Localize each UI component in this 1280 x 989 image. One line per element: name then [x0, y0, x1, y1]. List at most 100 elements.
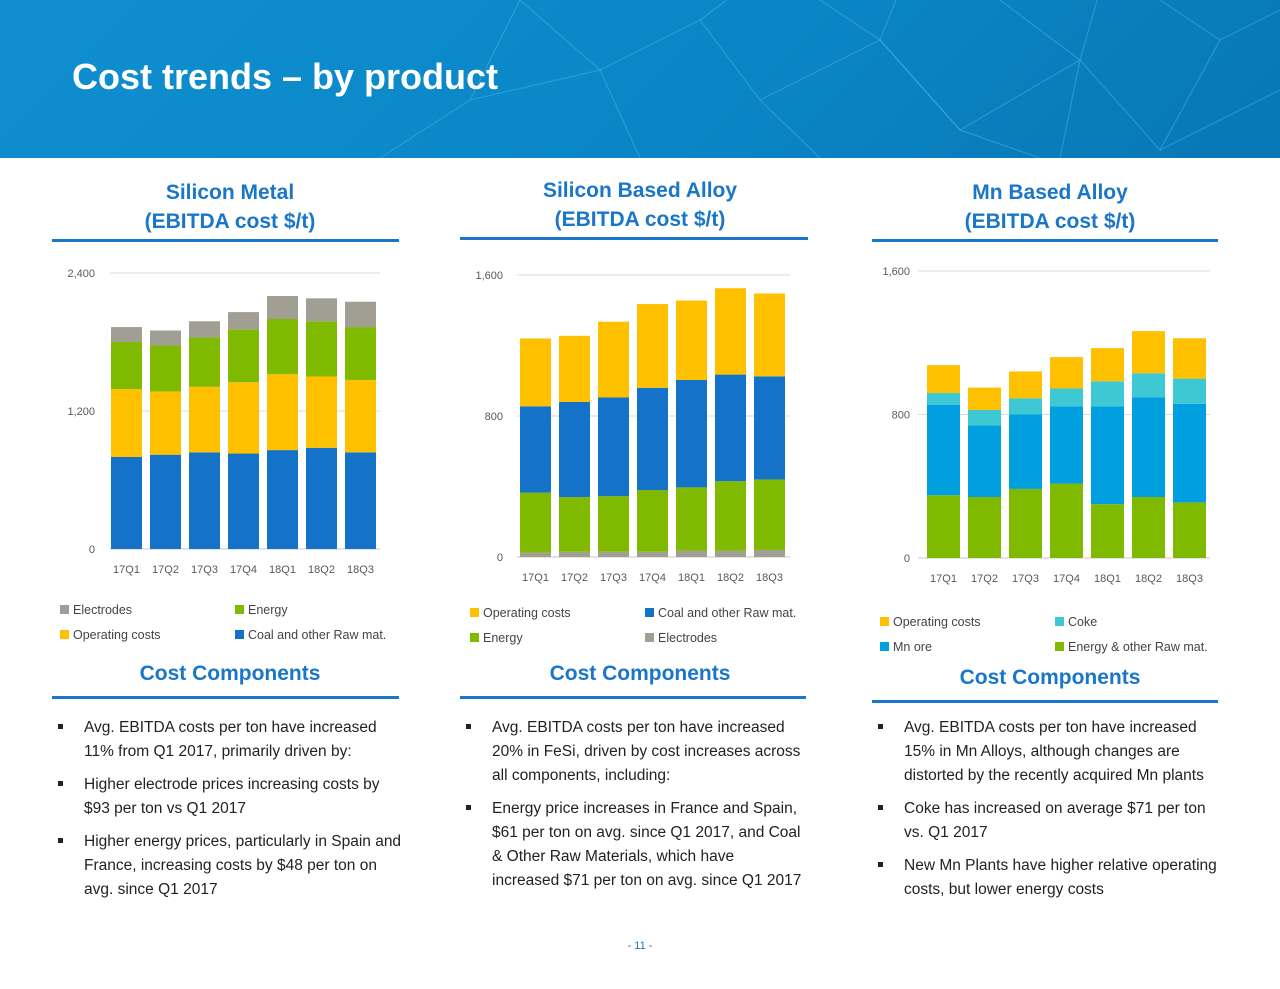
- legend-swatch: [235, 605, 244, 614]
- legend-label: Mn ore: [893, 640, 932, 654]
- bar-segment-energy: [715, 481, 746, 551]
- bar-segment-operating-costs: [968, 387, 1001, 411]
- legend-label: Coke: [1068, 615, 1098, 629]
- silicon-metal-bullets: Avg. EBITDA costs per ton have increased…: [52, 716, 402, 911]
- legend-item: Operating costs: [470, 606, 571, 620]
- legend-label: Coal and other Raw mat.: [658, 606, 797, 620]
- legend-label: Electrodes: [73, 603, 133, 617]
- bullet-text: Higher energy prices, particularly in Sp…: [84, 833, 402, 898]
- bar-segment-coal-and-other-raw-mat: [189, 452, 220, 549]
- y-tick-label: 0: [497, 552, 503, 564]
- bar-segment-energy: [520, 492, 551, 553]
- y-tick-label: 800: [892, 410, 910, 422]
- bullet-text: Coke has increased on average $71 per to…: [904, 800, 1206, 841]
- page-title: Cost trends – by product: [72, 56, 499, 97]
- bar-segment-mn-ore: [1050, 406, 1083, 484]
- legend-item: Electrodes: [645, 631, 717, 645]
- chart-title-line1: Mn Based Alloy: [972, 181, 1128, 204]
- bar-segment-coal-and-other-raw-mat: [306, 447, 337, 549]
- x-tick-label: 18Q1: [678, 572, 705, 584]
- bullet-text: New Mn Plants have higher relative opera…: [904, 857, 1217, 898]
- bullet-item: New Mn Plants have higher relative opera…: [872, 854, 1224, 902]
- silicon-metal-title: Silicon Metal (EBITDA cost $/t): [60, 178, 400, 236]
- bar-segment-operating-costs: [150, 391, 181, 455]
- bar-segment-energy-other-raw-mat: [1173, 502, 1206, 558]
- mn-alloy-title: Mn Based Alloy (EBITDA cost $/t): [880, 178, 1220, 236]
- bar-segment-electrodes: [715, 550, 746, 557]
- bar-segment-operating-costs: [520, 338, 551, 407]
- bar-segment-energy: [598, 496, 629, 552]
- cost-components-title: Cost Components: [959, 666, 1141, 689]
- legend-label: Energy: [483, 631, 523, 645]
- legend-swatch: [645, 633, 654, 642]
- x-tick-label: 18Q3: [756, 572, 783, 584]
- legend-swatch: [60, 605, 69, 614]
- bar-segment-energy-other-raw-mat: [968, 497, 1001, 558]
- y-tick-label: 2,400: [67, 268, 95, 280]
- legend-swatch: [1055, 642, 1064, 651]
- components-divider: [872, 700, 1218, 703]
- bar-segment-operating-costs: [1009, 371, 1042, 399]
- bar-segment-operating-costs: [306, 376, 337, 448]
- bar-segment-electrodes: [189, 321, 220, 338]
- chart-title-line2: (EBITDA cost $/t): [144, 210, 316, 233]
- bullet-marker-icon: [466, 805, 471, 810]
- silicon-alloy-bullets: Avg. EBITDA costs per ton have increased…: [460, 716, 805, 902]
- mn-alloy-bullets: Avg. EBITDA costs per ton have increased…: [872, 716, 1224, 911]
- legend-label: Energy: [248, 603, 288, 617]
- bullet-item: Higher electrode prices increasing costs…: [52, 773, 402, 821]
- bar-segment-electrodes: [150, 330, 181, 346]
- page-number: - 11 -: [627, 940, 653, 952]
- bar-segment-energy-other-raw-mat: [927, 495, 960, 558]
- mn-alloy-chart: 0 800 1,600 17Q1 17Q2 17Q3 17Q4 18Q1 18Q2 18Q3: [882, 266, 1210, 585]
- bar-segment-coke: [927, 392, 960, 405]
- decorative-network-pattern: [379, 0, 1280, 158]
- bar-segment-coke: [1050, 388, 1083, 407]
- x-tick-label: 18Q1: [269, 564, 296, 576]
- bar-segment-mn-ore: [968, 425, 1001, 498]
- bar-segment-electrodes: [228, 312, 259, 330]
- x-tick-label: 17Q1: [113, 564, 140, 576]
- legend-item: Energy & other Raw mat.: [1055, 640, 1208, 654]
- bar-segment-operating-costs: [267, 374, 298, 451]
- legend-label: Energy & other Raw mat.: [1068, 640, 1208, 654]
- bullet-marker-icon: [878, 805, 883, 810]
- bar-segment-operating-costs: [754, 293, 785, 377]
- bullet-marker-icon: [58, 781, 63, 786]
- bullet-item: Avg. EBITDA costs per ton have increased…: [872, 716, 1224, 788]
- bar-segment-operating-costs: [598, 321, 629, 398]
- x-tick-label: 17Q2: [971, 573, 998, 585]
- legend-swatch: [470, 633, 479, 642]
- bar-segment-coke: [968, 410, 1001, 426]
- chart-title-line2: (EBITDA cost $/t): [554, 208, 726, 231]
- cost-components-title: Cost Components: [549, 662, 731, 685]
- bar-segment-coke: [1173, 378, 1206, 404]
- bullet-item: Avg. EBITDA costs per ton have increased…: [52, 716, 402, 764]
- bullet-text: Avg. EBITDA costs per ton have increased…: [492, 719, 801, 784]
- bar-segment-coke: [1132, 373, 1165, 398]
- bar-segment-operating-costs: [676, 300, 707, 380]
- chart-title-line1: Silicon Metal: [165, 181, 295, 204]
- bar-segment-operating-costs: [1173, 338, 1206, 379]
- bar-segment-electrodes: [267, 296, 298, 319]
- title-divider: [460, 237, 808, 240]
- chart-title-line2: (EBITDA cost $/t): [964, 210, 1136, 233]
- legend-swatch: [235, 630, 244, 639]
- components-divider: [52, 696, 399, 699]
- x-tick-label: 18Q2: [1135, 573, 1162, 585]
- bar-segment-energy: [150, 345, 181, 392]
- legend-item: Coal and other Raw mat.: [645, 606, 796, 620]
- bar-segment-energy-other-raw-mat: [1091, 504, 1124, 558]
- silicon-alloy-title: Silicon Based Alloy (EBITDA cost $/t): [470, 176, 810, 234]
- bar-segment-coal-and-other-raw-mat: [150, 454, 181, 549]
- y-tick-label: 1,600: [475, 270, 503, 282]
- bar-segment-mn-ore: [927, 404, 960, 496]
- legend-item: Coke: [1055, 615, 1097, 629]
- x-tick-label: 17Q4: [1053, 573, 1080, 585]
- bar-segment-energy-other-raw-mat: [1009, 488, 1042, 558]
- legend-label: Operating costs: [893, 615, 981, 629]
- bar-segment-energy: [111, 342, 142, 390]
- bar-segment-electrodes: [754, 549, 785, 557]
- bar-segment-mn-ore: [1132, 397, 1165, 498]
- bar-segment-operating-costs: [345, 379, 376, 453]
